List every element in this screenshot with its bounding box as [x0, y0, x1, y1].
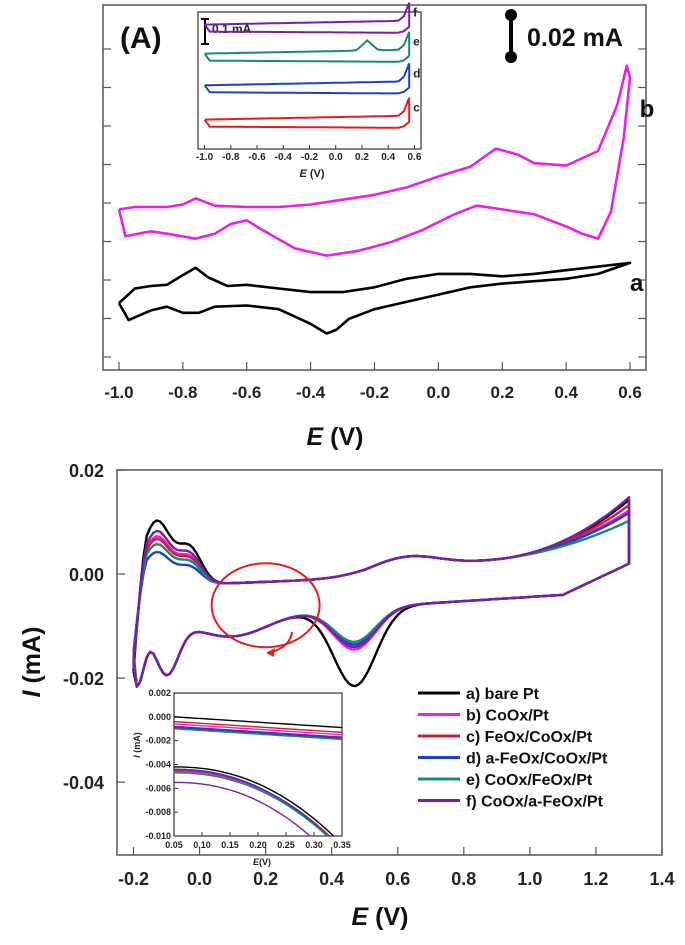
panel-a-x-tick-label: 0.6	[618, 383, 642, 402]
inset-b-y-tick-label: -0.004	[145, 760, 171, 770]
panel-b-y-tick-label: 0.02	[69, 461, 104, 481]
panel-b-x-tick-label: 1.0	[517, 869, 542, 889]
panel-a-x-tick-label: -0.8	[168, 383, 197, 402]
legend-label: b) CoOx/Pt	[466, 708, 549, 725]
inset-b-curve-lower	[174, 781, 312, 836]
panel-a-x-tick-label: 0.2	[490, 383, 514, 402]
inset-a-x-tick-label: -1.0	[196, 152, 214, 163]
panel-b-legend: a) bare Pt b) CoOx/Pt c) FeOx/CoOx/Pt d) a-…	[418, 686, 608, 811]
panel-b-x-tick-label: -0.2	[118, 869, 149, 889]
inset-cv-curve-f	[203, 2, 411, 34]
inset-a-x-tick-label: 0.6	[407, 152, 421, 163]
inset-a-x-tick-label: -0.4	[275, 152, 293, 163]
highlight-ellipse	[210, 562, 321, 649]
panel-a-inset: 0.1 mA -1.0 -0.8 -0.6 -0.4 -0.2 0.0 0.2 0.4 0.6 …	[196, 2, 422, 180]
panel-a-x-tick-label: -0.6	[232, 383, 261, 402]
inset-a-x-tick-label: 0.0	[329, 152, 343, 163]
inset-b-curve-upper	[174, 720, 342, 733]
inset-b-curve-upper	[174, 725, 342, 738]
panel-a-scale-bar: 0.02 mA	[505, 9, 623, 63]
panel-b-inset-y-axis-title: I (mA)	[132, 732, 142, 758]
panel-b-y-tick-label: -0.04	[63, 773, 104, 793]
panel-b-x-tick-label: 0.6	[385, 869, 410, 889]
inset-b-y-tick-label: 0.002	[148, 688, 171, 698]
panel-b-x-tick-label: 1.4	[649, 869, 674, 889]
inset-cv-curve-d	[203, 63, 411, 95]
panel-b-inset: 0.002 0.000 -0.002 -0.004 -0.006 -0.008 -0.010…	[132, 688, 351, 867]
inset-a-x-tick-label: -0.8	[222, 152, 240, 163]
curve-b-label: b	[640, 96, 655, 123]
legend-label: e) CoOx/FeOx/Pt	[466, 772, 593, 789]
inset-b-curve-upper	[174, 728, 342, 741]
panel-a-x-tick-label: 0.0	[427, 383, 451, 402]
inset-b-curve-upper	[174, 726, 342, 739]
panel-a-x-tick-label: 0.4	[554, 383, 578, 402]
inset-b-curve-upper	[174, 716, 342, 729]
panel-a-inset-x-axis-title: E (V)	[299, 168, 324, 180]
panel-b-inset-x-axis-title: E(V)	[253, 857, 271, 867]
inset-b-y-tick-label: 0.000	[148, 712, 171, 722]
panel-a-scale-bar-label: 0.02 mA	[527, 24, 623, 52]
panel-a-x-tick-label: -0.4	[296, 383, 326, 402]
inset-b-y-tick-label: -0.010	[145, 831, 171, 841]
cv-curve-f	[132, 496, 631, 688]
inset-curve-f-label: f	[413, 6, 418, 20]
panel-a-x-axis-title: E (V)	[307, 423, 364, 451]
inset-curve-c-label: c	[413, 101, 420, 115]
inset-b-x-tick-label: 0.35	[333, 840, 351, 850]
inset-b-y-tick-label: -0.006	[145, 783, 171, 793]
panel-b-x-tick-label: 0.2	[253, 869, 278, 889]
inset-a-x-tick-label: 0.4	[381, 152, 395, 163]
inset-cv-curve-e	[203, 31, 411, 63]
legend-label: f) CoOx/a-FeOx/Pt	[466, 794, 604, 811]
inset-b-curve-upper	[174, 723, 342, 736]
panel-b-x-axis-title: E (V)	[352, 903, 409, 931]
panel-a-label: (A)	[120, 22, 162, 55]
inset-b-x-tick-label: 0.05	[165, 840, 183, 850]
highlight-arrow-head	[266, 648, 275, 657]
inset-a-x-tick-label: -0.6	[248, 152, 266, 163]
panel-a-x-tick-label: -0.2	[360, 383, 389, 402]
legend-label: c) FeOx/CoOx/Pt	[466, 729, 593, 746]
inset-b-x-tick-label: 0.25	[277, 840, 295, 850]
inset-a-x-tick-label: 0.2	[355, 152, 369, 163]
panel-b-x-tick-label: 1.2	[583, 869, 608, 889]
panel-b-y-axis-title: I (mA)	[18, 627, 46, 698]
panel-b-x-tick-label: 0.0	[187, 869, 212, 889]
cv-curve-b	[117, 64, 632, 257]
inset-b-y-tick-label: -0.008	[145, 807, 171, 817]
panel-b-x-tick-label: 0.8	[451, 869, 476, 889]
legend-label: d) a-FeOx/CoOx/Pt	[466, 751, 608, 768]
inset-b-x-tick-label: 0.20	[249, 840, 267, 850]
panel-b-inset-frame	[173, 692, 343, 837]
panel-b-x-tick-label: 0.4	[319, 869, 344, 889]
cv-curve-a	[117, 261, 632, 335]
cv-curve-b	[132, 509, 631, 688]
inset-b-y-tick-label: -0.002	[145, 736, 171, 746]
panel-a-x-tick-label: -1.0	[104, 383, 133, 402]
inset-b-x-tick-label: 0.10	[193, 840, 211, 850]
panel-b-y-tick-label: 0.00	[69, 565, 104, 585]
inset-curve-e-label: e	[413, 35, 420, 49]
panel-b-y-tick-label: -0.02	[63, 669, 104, 689]
panel-b-frame	[116, 469, 663, 856]
inset-cv-curve-c	[203, 97, 411, 129]
highlight-arrow	[267, 631, 293, 654]
panel-b: 0.02 0.00 -0.02 -0.04 -0.2 0.0 0.2 0.4 0.6 0.8 1.…	[18, 461, 675, 931]
inset-b-x-tick-label: 0.30	[305, 840, 323, 850]
inset-b-curve-lower	[174, 772, 329, 836]
inset-b-curve-lower	[174, 768, 329, 836]
inset-curve-d-label: d	[413, 66, 420, 80]
curve-a-label: a	[630, 270, 644, 297]
panel-a: -1.0 -0.8 -0.6 -0.4 -0.2 0.0 0.2 0.4 0.6 (A) 0.0…	[102, 2, 655, 451]
cv-curve-d	[132, 511, 631, 688]
legend-label: a) bare Pt	[466, 686, 540, 703]
cv-curve-a	[132, 498, 631, 688]
inset-b-curve-lower	[174, 766, 335, 836]
inset-a-x-tick-label: -0.2	[301, 152, 319, 163]
inset-b-x-tick-label: 0.15	[221, 840, 239, 850]
